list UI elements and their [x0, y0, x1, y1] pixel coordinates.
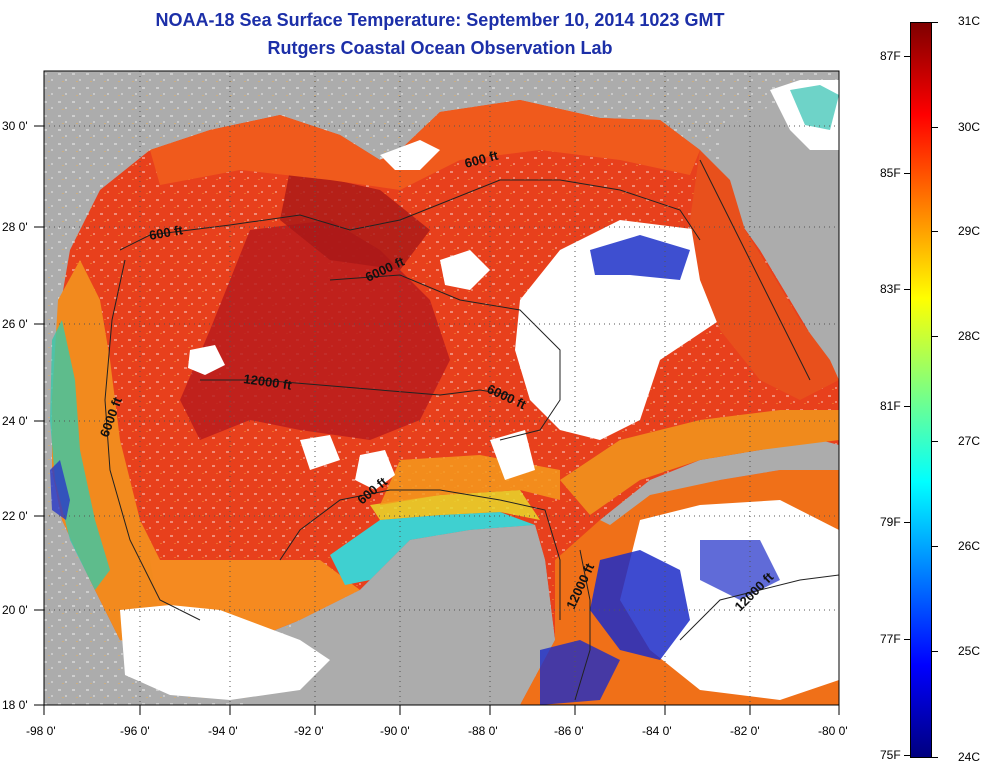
colorbar-tick	[932, 22, 938, 23]
lat-label: 20 0'	[2, 603, 28, 617]
colorbar-celsius-label: 25C	[958, 644, 981, 658]
warm-core-north	[280, 170, 430, 270]
lon-label: -98 0'	[26, 724, 56, 738]
contour-12000ft-caribbean	[679, 574, 839, 641]
caribbean-cloud	[620, 500, 839, 700]
caribbean-cold-patch-3	[700, 540, 780, 600]
cloud-central-1	[440, 250, 490, 290]
caribbean-cold-patch-2	[540, 640, 620, 705]
lon-label: -92 0'	[294, 724, 324, 738]
colorbar-tick	[904, 639, 910, 640]
lat-label: 24 0'	[2, 414, 28, 428]
colorbar-celsius-label: 28C	[958, 329, 981, 343]
sst-map: 600 ft 6000 ft 600 ft 12000 ft 6000 ft 6…	[2, 70, 848, 738]
map-title: NOAA-18 Sea Surface Temperature: Septemb…	[155, 10, 725, 30]
colorbar-celsius-label: 30C	[958, 120, 981, 134]
cloud-central-2	[355, 450, 395, 490]
map-subtitle: Rutgers Coastal Ocean Observation Lab	[267, 38, 613, 58]
lat-label: 28 0'	[2, 220, 28, 234]
colorbar-celsius-label: 29C	[958, 224, 981, 238]
lon-label: -80 0'	[818, 724, 848, 738]
contour-600ft-campeche	[279, 489, 561, 620]
lon-label: -86 0'	[554, 724, 584, 738]
lon-label: -96 0'	[120, 724, 150, 738]
lat-label: 18 0'	[2, 698, 28, 712]
lat-label: 22 0'	[2, 509, 28, 523]
contour-label: 12000 ft	[243, 371, 294, 393]
lon-label: -94 0'	[208, 724, 238, 738]
contour-12000ft	[200, 379, 511, 396]
lat-label: 26 0'	[2, 317, 28, 331]
colorbar-tick	[932, 546, 938, 547]
florida-land	[720, 100, 839, 380]
cuba-land	[600, 440, 839, 525]
contour-6000ft-west	[104, 259, 201, 621]
lon-label: -82 0'	[730, 724, 760, 738]
colorbar-celsius-label: 26C	[958, 539, 981, 553]
colorbar-tick	[932, 441, 938, 442]
colorbar-tick	[904, 755, 910, 756]
contour-600ft-west	[119, 179, 701, 251]
colorbar-celsius-label: 31C	[958, 14, 981, 28]
colorbar-tick	[904, 406, 910, 407]
colorbar-celsius-label: 24C	[958, 750, 981, 764]
colorbar-fahrenheit-label: 77F	[880, 632, 901, 646]
campeche-yellow	[370, 490, 540, 520]
cloud-south-mexico	[120, 605, 330, 700]
contour-600ft-florida	[699, 159, 811, 381]
colorbar-tick	[904, 289, 910, 290]
lon-label: -88 0'	[468, 724, 498, 738]
colorbar-tick	[904, 56, 910, 57]
western-coast-cold	[50, 460, 70, 520]
longitude-labels: -98 0' -96 0' -94 0' -92 0' -90 0' -88 0…	[26, 724, 848, 738]
plot-frame	[43, 70, 840, 706]
latitude-labels: 18 0' 20 0' 22 0' 24 0' 26 0' 28 0' 30 0…	[2, 119, 28, 712]
colorbar-tick	[932, 231, 938, 232]
lat-label: 30 0'	[2, 119, 28, 133]
florida-west-shelf	[690, 150, 839, 400]
axis-ticks	[34, 125, 840, 715]
bathymetry-contours	[104, 159, 839, 701]
colorbar-tick	[932, 127, 938, 128]
western-coast-cool	[50, 320, 110, 590]
cloud-central-4	[490, 430, 535, 480]
colorbar-fahrenheit-label: 79F	[880, 515, 901, 529]
colorbar-tick	[932, 651, 938, 652]
warm-core	[180, 220, 450, 440]
graticule	[44, 71, 839, 705]
colorbar-tick	[932, 336, 938, 337]
colorbar-tick	[904, 173, 910, 174]
contour-label: 600 ft	[148, 222, 185, 243]
temperature-colorbar	[910, 22, 932, 758]
campeche-cool	[330, 512, 535, 585]
colorbar-fahrenheit-label: 87F	[880, 49, 901, 63]
colorbar-fahrenheit-label: 75F	[880, 748, 901, 762]
florida-coast-teal	[790, 85, 839, 130]
contour-6000ft-central	[329, 274, 561, 441]
lon-label: -84 0'	[642, 724, 672, 738]
caribbean-cold-patch-1	[590, 550, 690, 660]
colorbar-fahrenheit-label: 85F	[880, 166, 901, 180]
colorbar-celsius-label: 27C	[958, 434, 981, 448]
colorbar-tick	[904, 522, 910, 523]
colorbar-fahrenheit-label: 83F	[880, 282, 901, 296]
mississippi-delta-cloud	[380, 140, 440, 170]
lon-label: -90 0'	[380, 724, 410, 738]
contour-12000ft-yucatan	[574, 549, 591, 701]
colorbar-fahrenheit-label: 81F	[880, 399, 901, 413]
colorbar-tick	[932, 757, 938, 758]
cuba-north-coast-warm	[560, 410, 839, 515]
cloud-central-3	[188, 345, 225, 375]
cloud-central-5	[300, 435, 340, 470]
